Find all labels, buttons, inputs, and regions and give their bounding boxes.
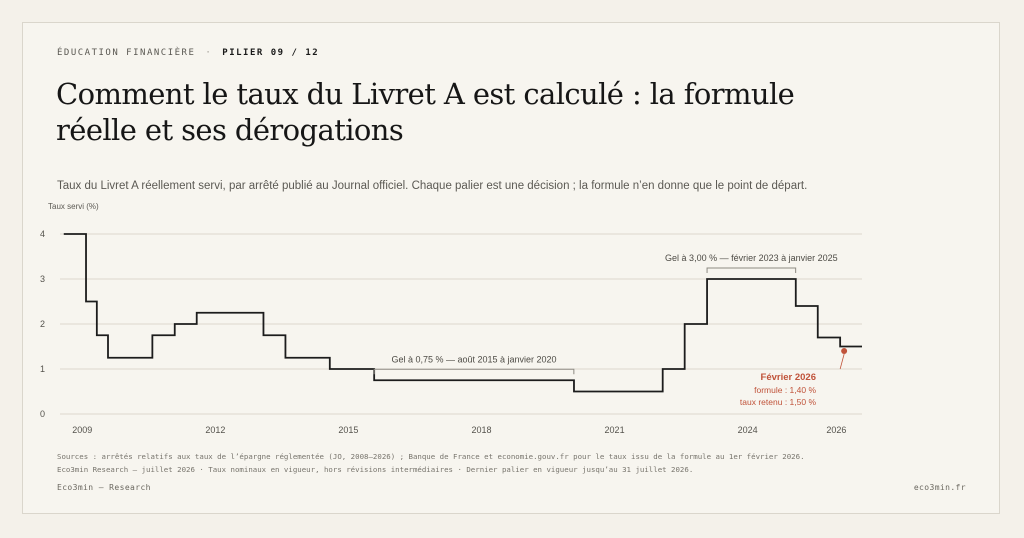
y-tick-label: 4 [40, 229, 45, 239]
sources-note: Sources : arrêtés relatifs aux taux de l… [57, 452, 805, 461]
x-tick-label: 2015 [338, 425, 358, 435]
x-tick-label: 2009 [72, 425, 92, 435]
freeze-annotation-label: Gel à 3,00 % — février 2023 à janvier 20… [665, 253, 838, 263]
kicker-separator: · [205, 48, 213, 58]
highlight-title: Février 2026 [761, 372, 816, 383]
highlight-applied-rate: taux retenu : 1,50 % [740, 397, 817, 407]
x-tick-label: 2024 [738, 425, 758, 435]
kicker: ÉDUCATION FINANCIÈRE · PILIER 09 / 12 [57, 48, 319, 58]
y-axis-label: Taux servi (%) [48, 202, 99, 211]
kicker-category: ÉDUCATION FINANCIÈRE [57, 48, 196, 58]
rate-step-line [63, 233, 862, 393]
brand-label: Eco3min — Research [57, 483, 151, 492]
page-subtitle: Taux du Livret A réellement servi, par a… [57, 180, 808, 192]
x-tick-label: 2012 [205, 425, 225, 435]
x-tick-label: 2021 [605, 425, 625, 435]
x-tick-label: 2026 [826, 425, 846, 435]
highlight-formula-rate: formule : 1,40 % [754, 385, 816, 395]
card-frame [22, 22, 1000, 514]
page-title: Comment le taux du Livret A est calculé … [56, 77, 795, 147]
methodology-note: Eco3min Research — juillet 2026 · Taux n… [57, 465, 694, 474]
freeze-bracket [706, 267, 797, 273]
y-tick-label: 1 [40, 364, 45, 374]
kicker-pillar: PILIER 09 / 12 [222, 48, 320, 58]
site-link[interactable]: eco3min.fr [913, 483, 966, 492]
formula-rate-point [841, 348, 848, 354]
highlight-leader-line [839, 353, 845, 370]
y-tick-label: 0 [40, 409, 45, 419]
y-tick-label: 3 [40, 274, 45, 284]
freeze-bracket [373, 368, 575, 375]
x-tick-label: 2018 [471, 425, 491, 435]
freeze-annotation-label: Gel à 0,75 % — août 2015 à janvier 2020 [391, 354, 556, 364]
y-tick-label: 2 [40, 319, 45, 329]
